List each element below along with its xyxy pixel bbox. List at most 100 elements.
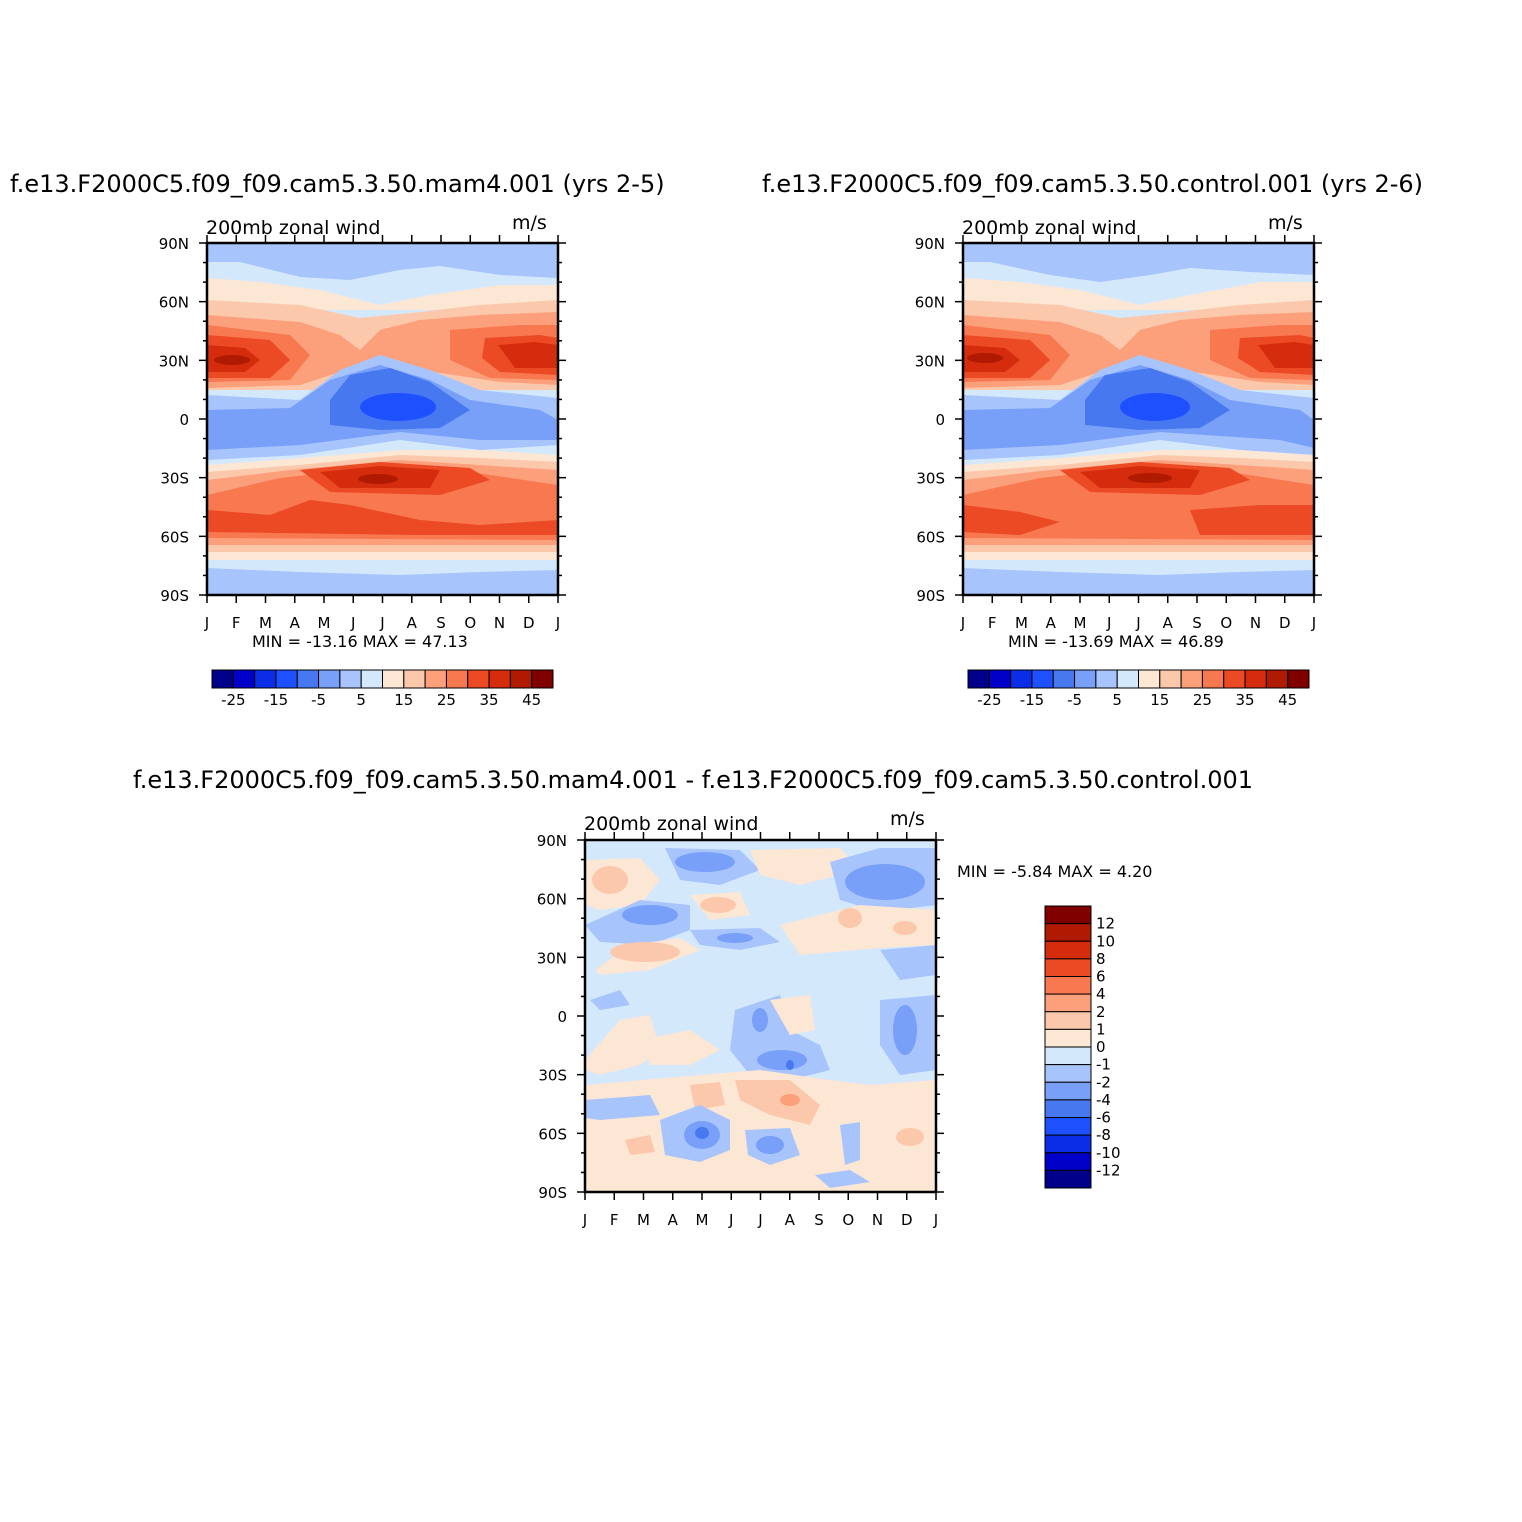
- panel-a-xtick-label: M: [318, 614, 331, 632]
- panel-c-units: m/s: [890, 808, 925, 830]
- panel-b-colorbar-box: [1074, 669, 1097, 689]
- panel-c-xtick-label: J: [582, 1211, 587, 1229]
- panel-c-title: f.e13.F2000C5.f09_f09.cam5.3.50.mam4.001…: [133, 766, 1253, 794]
- panel-b-colorbar-box: [1223, 669, 1246, 689]
- panel-c-ytick-label: 0: [557, 1008, 567, 1026]
- panel-b-ytick-label: 90N: [915, 235, 945, 253]
- panel-b-colorbar-label: -5: [1067, 691, 1082, 709]
- panel-c-colorbar-box: [1044, 1011, 1092, 1030]
- panel-b-ytick-label: 30S: [916, 470, 945, 488]
- panel-a-xtick-label: D: [523, 614, 535, 632]
- panel-b-colorbar-box: [1052, 669, 1076, 689]
- panel-b-core-eq: [1120, 393, 1190, 421]
- panel-b-colorbar-box: [967, 669, 990, 689]
- panel-a-band-polar-s: [207, 568, 558, 595]
- panel-b-colorbar-box: [1287, 669, 1310, 689]
- panel-b-band-polar-s: [963, 568, 1314, 595]
- panel-c-ytick-label: 90S: [538, 1184, 567, 1202]
- panel-c-pos-13: [770, 995, 815, 1035]
- panel-c-ytick-label: 30S: [538, 1067, 567, 1085]
- panel-a-ytick-label: 0: [179, 411, 189, 429]
- panel-a-colorbar-box: [445, 669, 469, 689]
- panel-c-pos-8: [893, 921, 917, 935]
- panel-c-colorbar-box: [1044, 905, 1092, 925]
- panel-a-xtick-label: O: [464, 614, 476, 632]
- panel-c-neg-22: [756, 1136, 784, 1154]
- panel-b-colorbar-label: 25: [1193, 691, 1212, 709]
- panel-a-xtick-label: J: [379, 614, 384, 632]
- panel-b-colorbar-label: -25: [977, 691, 1002, 709]
- panel-c-pos-16: [735, 1080, 820, 1125]
- panel-c-xtick-label: J: [933, 1211, 938, 1229]
- panel-c-colorbar-label: 2: [1096, 1003, 1106, 1021]
- panel-b-colorbar-label: 45: [1278, 691, 1297, 709]
- panel-a-xtick-label: S: [436, 614, 446, 632]
- panel-a-colorbar-box: [424, 669, 447, 689]
- panel-c-ytick-label: 60S: [538, 1125, 567, 1143]
- panel-a-colorbar-box: [275, 669, 298, 689]
- panel-a-colorbar-box: [360, 669, 383, 689]
- panel-b-band-south-35: [963, 505, 1060, 535]
- panel-b-units: m/s: [1268, 212, 1303, 234]
- panel-b-core-south: [1128, 473, 1172, 483]
- panel-a-xtick-label: M: [259, 614, 272, 632]
- panel-b-colorbar: -25 -15 -5 5 15 25 35 45: [967, 669, 1310, 709]
- panel-c-plot: [585, 840, 936, 1192]
- panel-c-colorbar-box: [1044, 940, 1092, 960]
- panel-c-neg-24: [815, 1170, 870, 1188]
- panel-c-pos-10: [610, 942, 680, 962]
- panel-c-neg-13: [757, 1050, 807, 1070]
- panel-a-colorbar-box: [254, 669, 277, 689]
- panel-b-core-north: [967, 353, 1003, 363]
- panel-c-colorbar-label: -1: [1096, 1056, 1111, 1074]
- panel-b-plot: [963, 243, 1314, 595]
- panel-a-colorbar-box: [403, 669, 426, 689]
- panel-c-colorbar-label: -4: [1096, 1091, 1111, 1109]
- panel-c-colorbar-box: [1044, 958, 1092, 977]
- panel-c-colorbar-label: 6: [1096, 968, 1106, 986]
- panel-a-colorbar-label: 5: [356, 691, 366, 709]
- panel-b-xtick-label: O: [1220, 614, 1232, 632]
- panel-a-colorbar-box: [211, 669, 234, 689]
- panel-b-band-north-40b: [1258, 342, 1314, 368]
- panel-c-colorbar-label: -8: [1096, 1126, 1111, 1144]
- panel-a-colorbar-label: 25: [437, 691, 456, 709]
- panel-c-pos-11: [585, 1015, 660, 1075]
- panel-a-colorbar-label: 15: [394, 691, 413, 709]
- panel-c-pos-18: [625, 1135, 655, 1155]
- panel-c-colorbar-label: -2: [1096, 1073, 1111, 1091]
- panel-b-stats: MIN = -13.69 MAX = 46.89: [1008, 632, 1224, 651]
- panel-c-xtick-label: A: [785, 1211, 796, 1229]
- panel-c-colorbar-box: [1044, 1064, 1092, 1083]
- panel-a-plot: [207, 243, 558, 595]
- panel-c-colorbar-box: [1044, 1099, 1092, 1118]
- panel-c-colorbar-box: [1044, 1028, 1092, 1048]
- panel-c-pos-12: [640, 1030, 720, 1065]
- panel-c-neg-2: [675, 852, 735, 872]
- panel-c-xtick-label: A: [668, 1211, 679, 1229]
- panel-b-xtick-label: J: [1106, 614, 1111, 632]
- panel-b-ytick-label: 90S: [916, 587, 945, 605]
- panel-c-xtick-label: S: [814, 1211, 824, 1229]
- panel-c-xtick-label: D: [901, 1211, 913, 1229]
- panel-c-neg-17: [585, 1095, 660, 1120]
- panel-c-ytick-label: 30N: [537, 949, 567, 967]
- panel-a-stats: MIN = -13.16 MAX = 47.13: [252, 632, 468, 651]
- panel-c-neg-12: [752, 1008, 768, 1032]
- panel-c-neg-9: [880, 945, 936, 980]
- panel-c-colorbar-label: 0: [1096, 1038, 1106, 1056]
- panel-c-pos-7: [838, 908, 862, 928]
- panel-c-colorbar-box: [1044, 923, 1092, 942]
- panel-a-xtick-label: J: [555, 614, 560, 632]
- panel-a-colorbar-label: -15: [264, 691, 289, 709]
- panel-a-colorbar-label: 35: [480, 691, 499, 709]
- panel-c-colorbar-label: 10: [1096, 932, 1115, 950]
- panel-a-ytick-label: 60N: [159, 294, 189, 312]
- panel-c-xtick-label: J: [728, 1211, 733, 1229]
- panel-c-neg-20: [695, 1127, 709, 1139]
- panel-b-ytick-label: 60S: [916, 528, 945, 546]
